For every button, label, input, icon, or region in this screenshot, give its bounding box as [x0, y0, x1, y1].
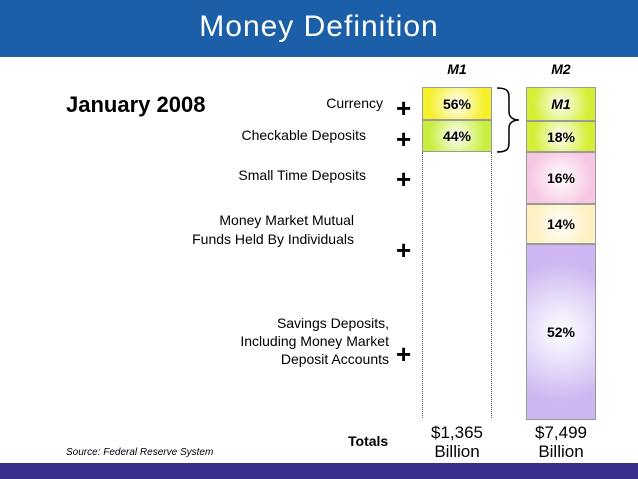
page-title: Money Definition — [199, 10, 439, 43]
m2-m1-cell: M1 — [526, 87, 596, 121]
plus-sign: + — [396, 124, 412, 154]
totals-label: Totals — [348, 433, 389, 449]
label-money-market-funds-line2: Funds Held By Individuals — [192, 231, 354, 247]
label-small-time-deposits: Small Time Deposits — [238, 167, 366, 183]
m2-m1-share-cell: 18% — [526, 121, 596, 152]
m2-savings-cell: 52% — [526, 244, 596, 420]
m1-total: $1,365 — [431, 423, 483, 442]
m2-total-unit: Billion — [538, 442, 584, 461]
m1-grouping-brace — [496, 87, 520, 153]
m1-currency-cell: 56% — [422, 87, 492, 120]
m1-total-unit: Billion — [434, 442, 480, 461]
m2-total: $7,499 — [535, 423, 587, 442]
plus-sign: + — [396, 93, 412, 123]
plus-sign: + — [396, 339, 412, 369]
label-savings-deposits-line1: Savings Deposits, — [276, 315, 389, 331]
source-note: Source: Federal Reserve System — [66, 447, 214, 458]
m1-column-header: M1 — [447, 61, 467, 77]
m2-column-header: M2 — [551, 61, 571, 77]
period-label: January 2008 — [66, 92, 206, 117]
m2-column: M1 18% 16% 14% 52% — [526, 87, 596, 420]
label-currency: Currency — [326, 95, 383, 111]
m2-money-market-cell: 14% — [526, 204, 596, 244]
m1-column: 56% 44% — [422, 87, 492, 420]
title-bar — [0, 0, 638, 57]
label-money-market-funds-line1: Money Market Mutual — [219, 212, 354, 228]
plus-sign: + — [396, 235, 412, 265]
label-checkable-deposits: Checkable Deposits — [241, 127, 366, 143]
label-savings-deposits-line3: Deposit Accounts — [280, 351, 389, 367]
plus-sign: + — [396, 164, 412, 194]
m2-small-time-cell: 16% — [526, 152, 596, 204]
m1-checkable-cell: 44% — [422, 120, 492, 152]
label-savings-deposits-line2: Including Money Market — [240, 333, 389, 349]
footer-bar — [0, 463, 638, 479]
m1-dotted-outline — [422, 152, 492, 418]
